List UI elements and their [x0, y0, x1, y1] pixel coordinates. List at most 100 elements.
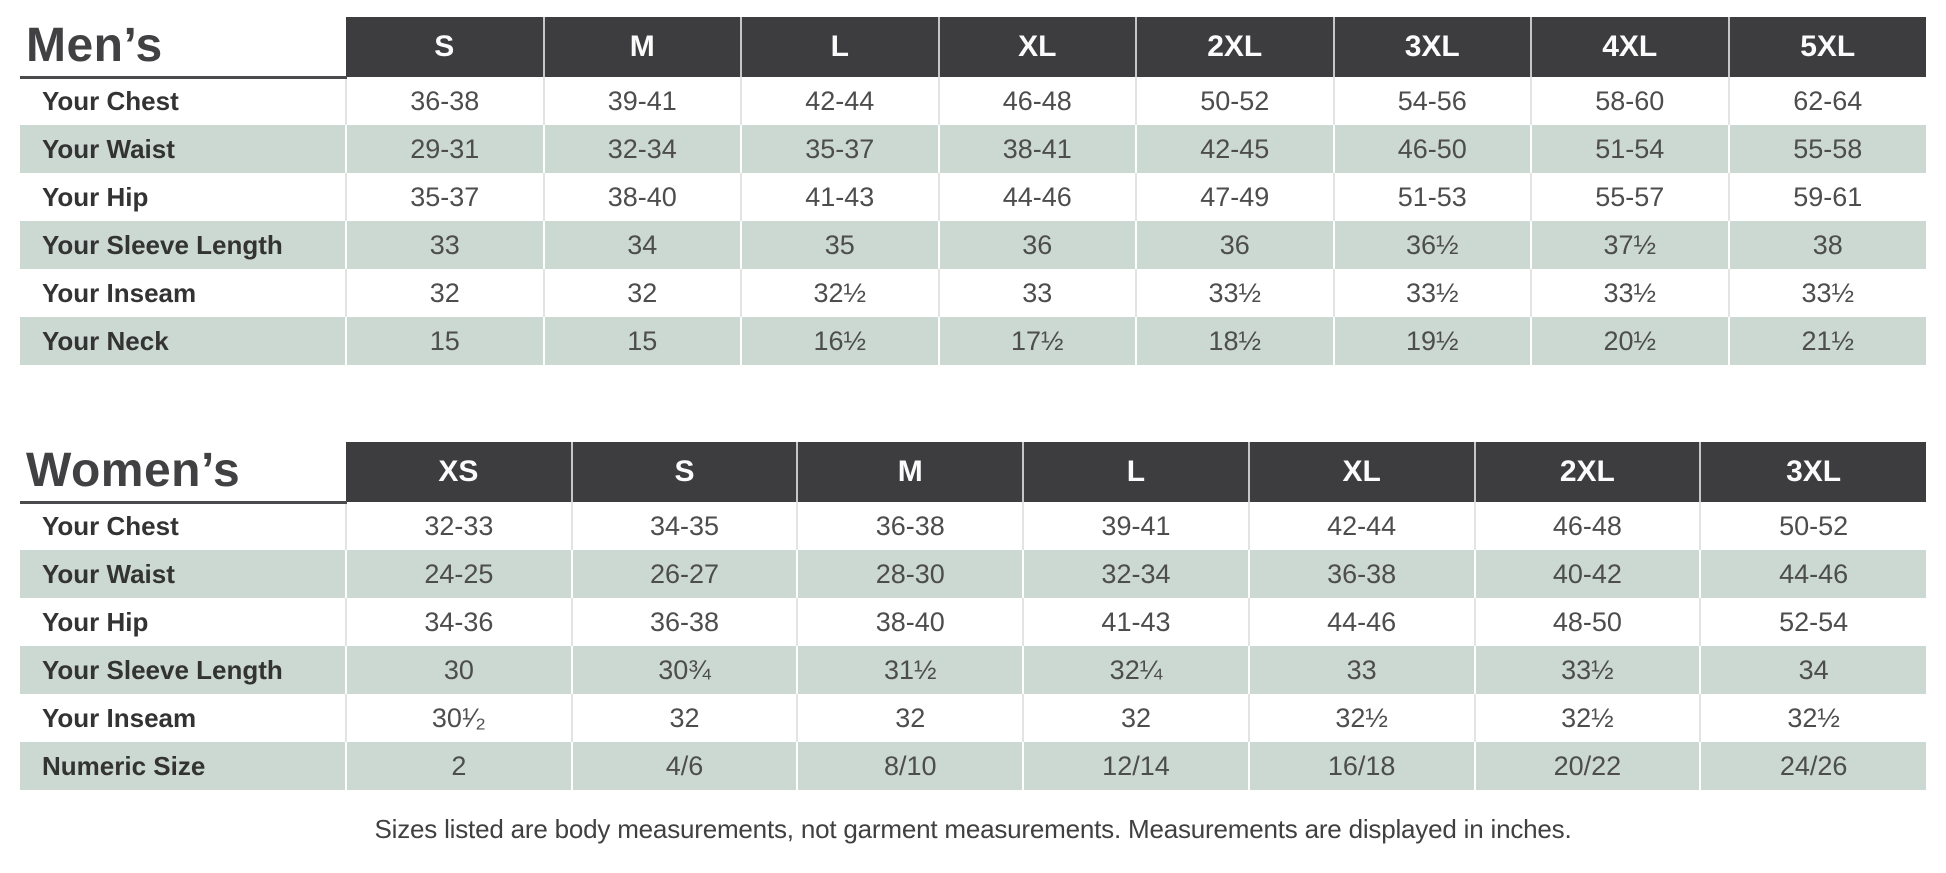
size-value-cell: 39-41 [1022, 502, 1249, 550]
size-value-cell: 32 [1022, 694, 1249, 742]
size-value-cell: 32½ [740, 269, 939, 317]
size-value-cell: 35 [740, 221, 939, 269]
size-value-cell: 33½ [1530, 269, 1729, 317]
size-value-cell: 35-37 [740, 125, 939, 173]
size-value-cell: 36 [1135, 221, 1334, 269]
size-value-cell: 12/14 [1022, 742, 1249, 790]
size-value-cell: 44-46 [1699, 550, 1926, 598]
size-value-cell: 38-40 [542, 173, 741, 221]
table-title: Men’s [20, 17, 346, 79]
table-title: Women’s [20, 442, 346, 504]
row-label: Your Sleeve Length [42, 229, 283, 260]
size-value-cell: 38 [1727, 221, 1926, 269]
size-value-cell: 36-38 [345, 77, 544, 125]
size-column-header: S [570, 442, 798, 502]
size-column-header: S [346, 17, 544, 77]
size-value-cell: 18½ [1135, 317, 1334, 365]
size-value-cell: 36-38 [570, 598, 798, 646]
size-value-cell: 55-57 [1530, 173, 1729, 221]
size-value-cell: 50-52 [1135, 77, 1334, 125]
size-value-cell: 28-30 [796, 550, 1024, 598]
size-column-header: M [796, 442, 1024, 502]
table-row: Numeric Size 2 4/6 8/10 12/14 16/18 20/22 24/26 [20, 742, 1926, 790]
size-value-cell: 42-44 [1247, 502, 1475, 550]
size-column-header: 5XL [1727, 17, 1926, 77]
size-value-cell: 48-50 [1473, 598, 1701, 646]
table-row: Your Chest 36-38 39-41 42-44 46-48 50-52 54-56… [20, 77, 1926, 125]
size-column-header: 3XL [1332, 17, 1531, 77]
row-label: Your Chest [42, 86, 179, 117]
size-value-cell: 30¹⁄₂ [345, 694, 572, 742]
size-value-cell: 62-64 [1727, 77, 1926, 125]
size-value-cell: 59-61 [1727, 173, 1926, 221]
size-column-header: M [542, 17, 741, 77]
size-value-cell: 51-53 [1332, 173, 1531, 221]
size-value-cell: 34 [1699, 646, 1926, 694]
size-value-cell: 58-60 [1530, 77, 1729, 125]
size-value-cell: 32 [796, 694, 1024, 742]
size-value-cell: 41-43 [1022, 598, 1249, 646]
row-label: Your Chest [42, 511, 179, 542]
size-value-cell: 47-49 [1135, 173, 1334, 221]
size-value-cell: 32 [570, 694, 798, 742]
size-value-cell: 33 [1247, 646, 1475, 694]
footer-note: Sizes listed are body measurements, not … [374, 814, 1572, 844]
row-label: Your Hip [42, 606, 149, 637]
table-row: Your Neck 15 15 16½ 17½ 18½ 19½ 20½ 21½ [20, 317, 1926, 365]
table-row: Your Chest 32-33 34-35 36-38 39-41 42-44 46-48… [20, 502, 1926, 550]
size-value-cell: 4/6 [570, 742, 798, 790]
size-column-header: 3XL [1699, 442, 1926, 502]
mens-size-table: Men’s S M L XL 2XL 3XL 4XL 5XL Your Chest 36-38 39-… [20, 17, 1926, 365]
size-value-cell: 16/18 [1247, 742, 1475, 790]
size-value-cell: 33 [937, 269, 1136, 317]
size-value-cell: 37½ [1530, 221, 1729, 269]
size-column-header: L [1022, 442, 1249, 502]
table-row: Your Sleeve Length 33 34 35 36 36 36½ 37½ 38 [20, 221, 1926, 269]
size-value-cell: 20/22 [1473, 742, 1701, 790]
size-value-cell: 42-44 [740, 77, 939, 125]
size-value-cell: 41-43 [740, 173, 939, 221]
size-value-cell: 33½ [1473, 646, 1701, 694]
row-label: Your Waist [42, 558, 175, 589]
table-row: Your Hip 34-36 36-38 38-40 41-43 44-46 48-50 52… [20, 598, 1926, 646]
size-value-cell: 33 [345, 221, 544, 269]
table-row: Your Sleeve Length 30 30¾ 31½ 32¼ 33 33½ 34 [20, 646, 1926, 694]
row-label: Your Neck [42, 325, 169, 356]
size-value-cell: 33½ [1135, 269, 1334, 317]
size-column-header: 2XL [1473, 442, 1701, 502]
table-row: Your Inseam 30¹⁄₂ 32 32 32 32½ 32½ 32½ [20, 694, 1926, 742]
size-value-cell: 30¾ [570, 646, 798, 694]
size-value-cell: 46-48 [1473, 502, 1701, 550]
size-value-cell: 46-50 [1332, 125, 1531, 173]
size-value-cell: 30 [345, 646, 572, 694]
size-value-cell: 36 [937, 221, 1136, 269]
size-value-cell: 17½ [937, 317, 1136, 365]
size-value-cell: 33½ [1727, 269, 1926, 317]
size-value-cell: 24/26 [1699, 742, 1926, 790]
size-value-cell: 32-34 [1022, 550, 1249, 598]
size-value-cell: 36-38 [1247, 550, 1475, 598]
size-value-cell: 36½ [1332, 221, 1531, 269]
size-value-cell: 54-56 [1332, 77, 1531, 125]
size-column-header: 2XL [1135, 17, 1334, 77]
size-value-cell: 29-31 [345, 125, 544, 173]
size-column-header: L [740, 17, 939, 77]
size-value-cell: 38-41 [937, 125, 1136, 173]
size-value-cell: 32½ [1699, 694, 1926, 742]
size-value-cell: 32 [542, 269, 741, 317]
size-value-cell: 55-58 [1727, 125, 1926, 173]
size-value-cell: 19½ [1332, 317, 1531, 365]
row-label: Your Sleeve Length [42, 654, 283, 685]
row-label: Your Waist [42, 133, 175, 164]
womens-size-table: Women’s XS S M L XL 2XL 3XL Your Chest 32-33 34-35… [20, 442, 1926, 790]
size-value-cell: 2 [345, 742, 572, 790]
size-value-cell: 44-46 [937, 173, 1136, 221]
row-label: Numeric Size [42, 750, 206, 781]
size-value-cell: 33½ [1332, 269, 1531, 317]
size-value-cell: 32½ [1473, 694, 1701, 742]
size-value-cell: 21½ [1727, 317, 1926, 365]
size-value-cell: 32-33 [345, 502, 572, 550]
table-row: Your Hip 35-37 38-40 41-43 44-46 47-49 51-53 55… [20, 173, 1926, 221]
size-value-cell: 42-45 [1135, 125, 1334, 173]
size-value-cell: 50-52 [1699, 502, 1926, 550]
